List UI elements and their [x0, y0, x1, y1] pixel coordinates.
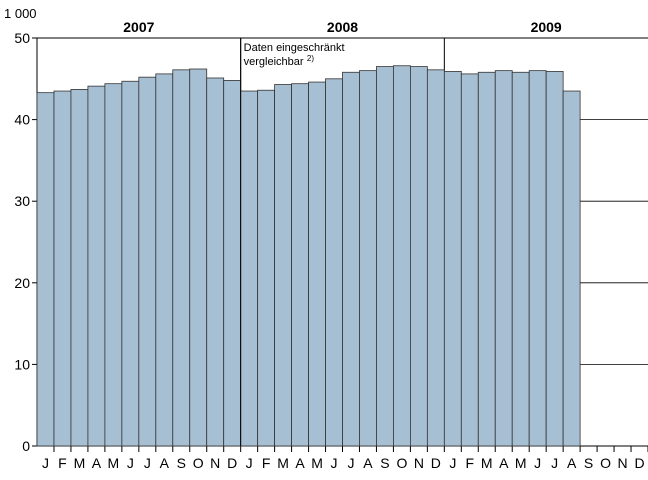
bar [155, 73, 174, 447]
x-tick-label: F [466, 455, 475, 471]
bar [409, 66, 428, 447]
bar [87, 85, 106, 447]
y-tick-label: 20 [14, 275, 30, 291]
bar [528, 70, 547, 447]
annotation: Daten eingeschränkt [244, 42, 345, 54]
bar [359, 70, 377, 447]
x-tick-label: N [617, 455, 627, 471]
x-tick-label: J [534, 455, 541, 471]
x-tick-label: D [431, 455, 441, 471]
x-tick-label: J [331, 455, 338, 471]
bar [121, 80, 140, 447]
x-tick-label: J [127, 455, 134, 471]
bar [308, 81, 326, 447]
bar [240, 90, 259, 447]
bar [172, 69, 191, 447]
x-tick-label: O [193, 455, 204, 471]
x-tick-label: A [567, 455, 577, 471]
bar [223, 80, 242, 447]
bar [36, 92, 55, 447]
x-tick-label: S [380, 455, 389, 471]
y-tick-label: 0 [22, 438, 30, 454]
x-tick-label: M [277, 455, 289, 471]
x-tick-label: J [42, 455, 49, 471]
unit-label: 1 000 [4, 6, 37, 21]
x-tick-label: S [177, 455, 186, 471]
x-tick-label: J [551, 455, 558, 471]
bar [53, 90, 72, 447]
x-tick-label: M [74, 455, 86, 471]
bar [460, 73, 479, 447]
annotation-note: 2) [307, 54, 314, 63]
x-tick-label: A [92, 455, 102, 471]
bar [291, 83, 309, 447]
bar [70, 89, 89, 447]
x-tick-label: A [160, 455, 170, 471]
bar [393, 65, 411, 447]
x-tick-label: J [144, 455, 151, 471]
x-tick-label: A [499, 455, 509, 471]
bar [104, 83, 123, 447]
year-label: 2007 [123, 19, 154, 35]
year-label: 2008 [327, 19, 358, 35]
bar [189, 68, 208, 447]
annotation: vergleichbar [244, 56, 304, 68]
x-tick-label: J [449, 455, 456, 471]
x-tick-label: N [414, 455, 424, 471]
x-tick-label: D [634, 455, 644, 471]
x-tick-label: F [58, 455, 67, 471]
x-tick-label: F [262, 455, 271, 471]
x-tick-label: O [600, 455, 611, 471]
year-label: 2009 [531, 19, 562, 35]
x-tick-label: J [246, 455, 253, 471]
bar [494, 70, 513, 447]
x-tick-label: M [108, 455, 120, 471]
bar [426, 69, 445, 447]
y-tick-label: 40 [14, 112, 30, 128]
bar [511, 71, 530, 447]
bar [257, 89, 276, 447]
x-tick-label: O [396, 455, 407, 471]
x-tick-label: M [481, 455, 493, 471]
x-tick-label: M [311, 455, 323, 471]
x-tick-label: J [347, 455, 354, 471]
x-tick-label: D [227, 455, 237, 471]
y-tick-label: 10 [14, 356, 30, 372]
bar [342, 71, 360, 447]
bar [545, 71, 564, 447]
bar [325, 78, 343, 447]
x-tick-label: N [210, 455, 220, 471]
x-tick-label: M [515, 455, 527, 471]
y-tick-label: 30 [14, 193, 30, 209]
bar [376, 66, 394, 447]
bar [274, 84, 292, 447]
y-tick-label: 50 [14, 30, 30, 46]
x-tick-label: S [584, 455, 593, 471]
x-tick-label: A [363, 455, 373, 471]
bar [206, 77, 225, 447]
bar [138, 76, 157, 447]
x-tick-label: A [295, 455, 305, 471]
bar [477, 71, 496, 447]
bar [562, 90, 581, 447]
bar [443, 71, 462, 447]
